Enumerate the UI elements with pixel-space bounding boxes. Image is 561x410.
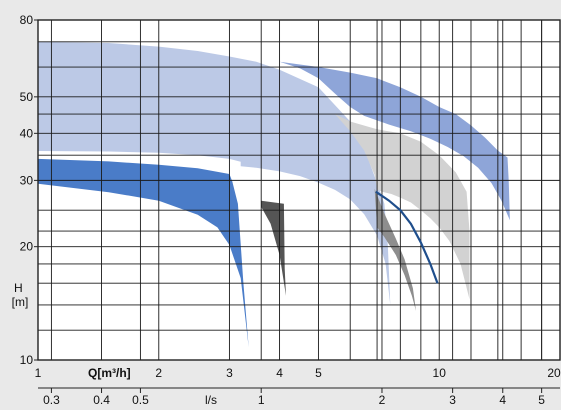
curve-area-3	[335, 114, 470, 300]
x-tick-label-primary: 3	[226, 366, 233, 380]
curve-area-6	[374, 188, 416, 311]
curve-area-1	[38, 158, 249, 348]
curve-line-group	[375, 190, 439, 284]
x-axis-primary-label: Q[m³/h]	[88, 366, 131, 380]
x-tick-label-secondary: 0.3	[43, 393, 60, 405]
x-tick-label-primary: 2	[155, 366, 162, 380]
x-tick-label-secondary: 0.5	[132, 393, 149, 405]
x-tick-label-secondary: 3	[449, 393, 456, 405]
x-tick-label-primary: 4	[276, 366, 283, 380]
y-tick-label: 40	[20, 126, 34, 140]
y-axis-ticks: 80 50 40 30 20 10	[20, 13, 38, 367]
pump-curve-line	[375, 190, 439, 284]
x-tick-label-primary: 10	[433, 366, 447, 380]
y-tick-label: 20	[20, 240, 34, 254]
x-tick-label-secondary: 2	[379, 393, 386, 405]
x-tick-label-primary: 5	[315, 366, 322, 380]
grid	[38, 20, 560, 360]
curve-area-2	[38, 41, 391, 306]
x-tick-label-secondary: 0.4	[93, 393, 110, 405]
x-tick-label-primary: 1	[35, 366, 42, 380]
x-tick-label-secondary: 5	[538, 393, 545, 405]
y-tick-label: 30	[20, 173, 34, 187]
y-axis-label: H [m]	[12, 281, 29, 309]
x-tick-label-secondary: 1	[258, 393, 265, 405]
x-tick-label-primary: 20	[547, 366, 561, 380]
plot-frame	[37, 19, 561, 361]
y-tick-label: 80	[20, 13, 34, 27]
x-axis-primary-ticks: 1 2 3 4 5 10 20	[35, 366, 561, 380]
y-tick-label: 50	[20, 90, 34, 104]
x-axis-secondary-label: l/s	[205, 393, 217, 405]
x-axis-secondary-ticks: 0.3 0.4 0.5 1 2 3 4 5	[38, 387, 560, 407]
curve-area-4	[279, 61, 510, 221]
y-tick-label: 10	[20, 353, 34, 367]
x-tick-label-secondary: 4	[499, 393, 506, 405]
